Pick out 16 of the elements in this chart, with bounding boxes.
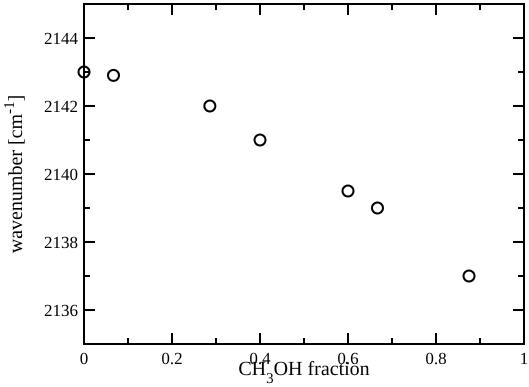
x-tick-label: 0 — [80, 349, 88, 368]
x-tick-label: 0.8 — [425, 349, 447, 368]
x-tick-label: 0.2 — [161, 349, 183, 368]
y-tick-label: 2140 — [44, 165, 78, 184]
point — [342, 184, 354, 198]
point — [78, 66, 90, 78]
y-tick-label: 2142 — [44, 97, 78, 116]
point — [203, 100, 216, 112]
point — [462, 270, 476, 282]
y-tick-label: 2138 — [44, 233, 78, 252]
x-tick-label: 1 — [520, 349, 528, 368]
point — [370, 202, 384, 214]
point — [106, 68, 120, 82]
y-tick-label: 2136 — [44, 301, 78, 320]
y-tick-label: 2144 — [44, 29, 78, 48]
point — [254, 134, 266, 146]
